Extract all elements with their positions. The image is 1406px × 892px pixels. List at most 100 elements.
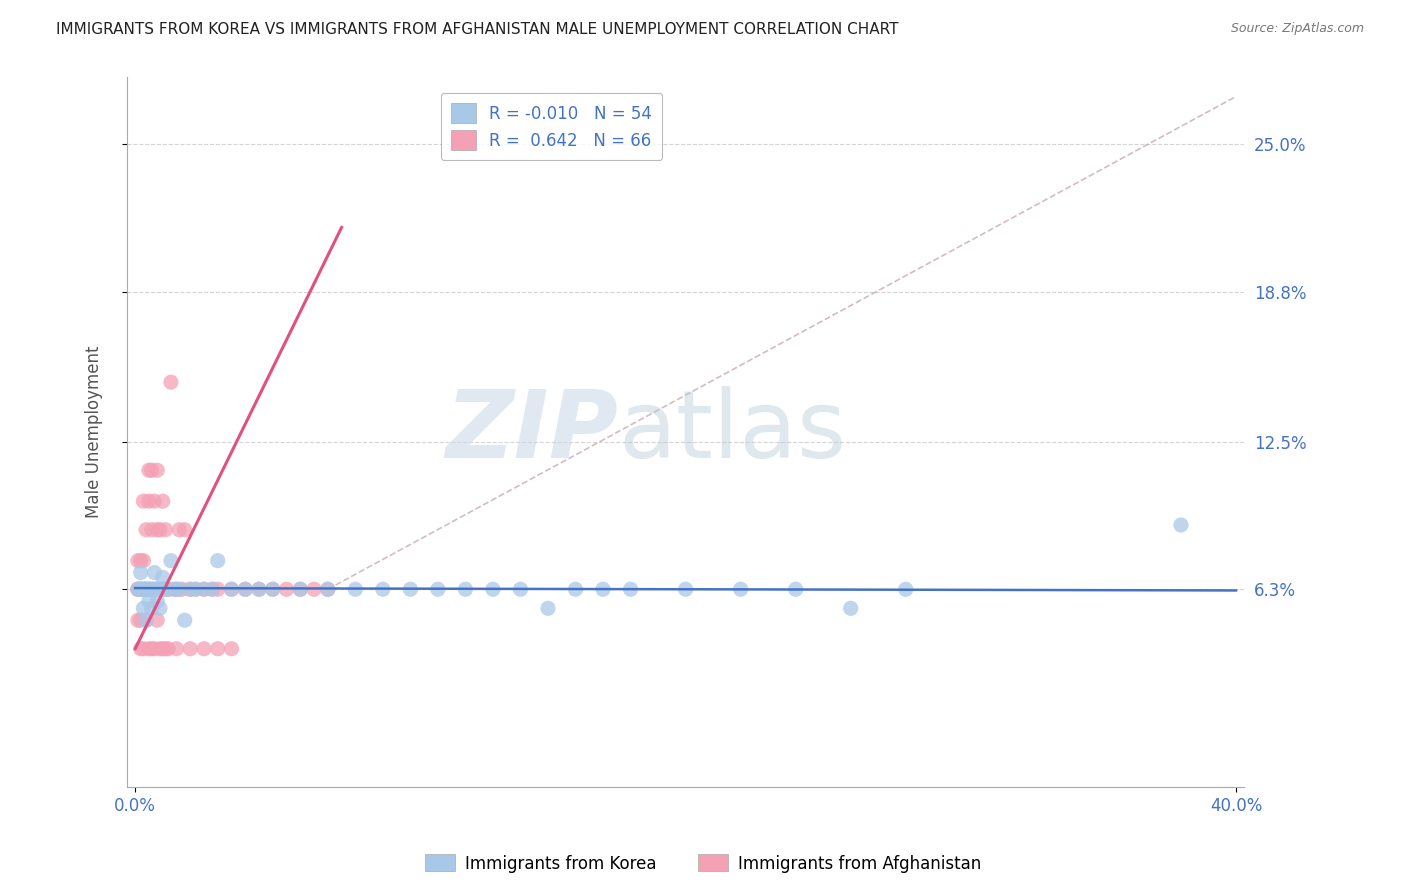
Legend: R = -0.010   N = 54, R =  0.642   N = 66: R = -0.010 N = 54, R = 0.642 N = 66 (441, 93, 662, 161)
Point (839, 601, 862, 615)
Point (173, 613, 195, 627)
Point (179, 641, 201, 656)
Point (165, 582, 187, 597)
Point (184, 582, 207, 597)
Point (127, 582, 149, 597)
Point (146, 613, 169, 627)
Point (207, 554, 229, 568)
Point (132, 554, 155, 568)
Point (146, 523, 169, 537)
Point (135, 613, 157, 627)
Point (141, 582, 163, 597)
Point (152, 582, 174, 597)
Point (155, 641, 177, 656)
Point (127, 554, 149, 568)
Point (193, 582, 215, 597)
Point (141, 641, 163, 656)
Point (143, 566, 166, 580)
Point (482, 582, 505, 597)
Point (262, 582, 284, 597)
Point (157, 582, 180, 597)
Point (785, 582, 807, 597)
Point (146, 582, 169, 597)
Point (179, 582, 201, 597)
Point (537, 601, 560, 615)
Point (165, 582, 187, 597)
Point (138, 641, 160, 656)
Point (157, 641, 180, 656)
Point (179, 582, 201, 597)
Point (165, 641, 187, 656)
Point (143, 582, 166, 597)
Point (132, 582, 155, 597)
Point (207, 641, 229, 656)
Point (138, 463, 160, 477)
Point (149, 523, 172, 537)
Point (619, 582, 641, 597)
Point (135, 523, 157, 537)
Point (143, 582, 166, 597)
Point (138, 582, 160, 597)
Point (316, 582, 339, 597)
Point (152, 494, 174, 508)
Legend: Immigrants from Korea, Immigrants from Afghanistan: Immigrants from Korea, Immigrants from A… (418, 847, 988, 880)
Point (135, 582, 157, 597)
Point (152, 570, 174, 584)
Point (129, 641, 152, 656)
Point (138, 594, 160, 608)
Point (127, 582, 149, 597)
Point (399, 582, 422, 597)
Point (129, 582, 152, 597)
Point (129, 613, 152, 627)
Point (730, 582, 752, 597)
Point (141, 582, 163, 597)
Point (129, 566, 152, 580)
Point (290, 582, 312, 597)
Point (247, 582, 270, 597)
Point (163, 582, 186, 597)
Point (302, 582, 325, 597)
Point (262, 582, 284, 597)
Point (201, 582, 224, 597)
Point (193, 641, 215, 656)
Point (152, 641, 174, 656)
Point (152, 582, 174, 597)
Point (135, 613, 157, 627)
Point (149, 601, 172, 615)
Point (146, 582, 169, 597)
Point (135, 582, 157, 597)
Point (155, 523, 177, 537)
Y-axis label: Male Unemployment: Male Unemployment (86, 346, 103, 518)
Point (233, 582, 256, 597)
Text: Source: ZipAtlas.com: Source: ZipAtlas.com (1230, 22, 1364, 36)
Point (135, 582, 157, 597)
Point (155, 582, 177, 597)
Point (184, 582, 207, 597)
Point (138, 582, 160, 597)
Point (592, 582, 614, 597)
Point (193, 582, 215, 597)
Point (129, 582, 152, 597)
Text: atlas: atlas (619, 386, 846, 478)
Point (149, 582, 172, 597)
Point (132, 601, 155, 615)
Point (141, 463, 163, 477)
Point (143, 641, 166, 656)
Point (146, 463, 169, 477)
Point (290, 582, 312, 597)
Point (276, 582, 298, 597)
Point (132, 641, 155, 656)
Point (221, 641, 243, 656)
Point (132, 582, 155, 597)
Point (170, 582, 193, 597)
Point (221, 582, 243, 597)
Point (207, 582, 229, 597)
Point (426, 582, 449, 597)
Point (160, 375, 183, 389)
Point (141, 523, 163, 537)
Point (316, 582, 339, 597)
Point (132, 582, 155, 597)
Point (141, 601, 163, 615)
Point (221, 582, 243, 597)
Point (201, 582, 224, 597)
